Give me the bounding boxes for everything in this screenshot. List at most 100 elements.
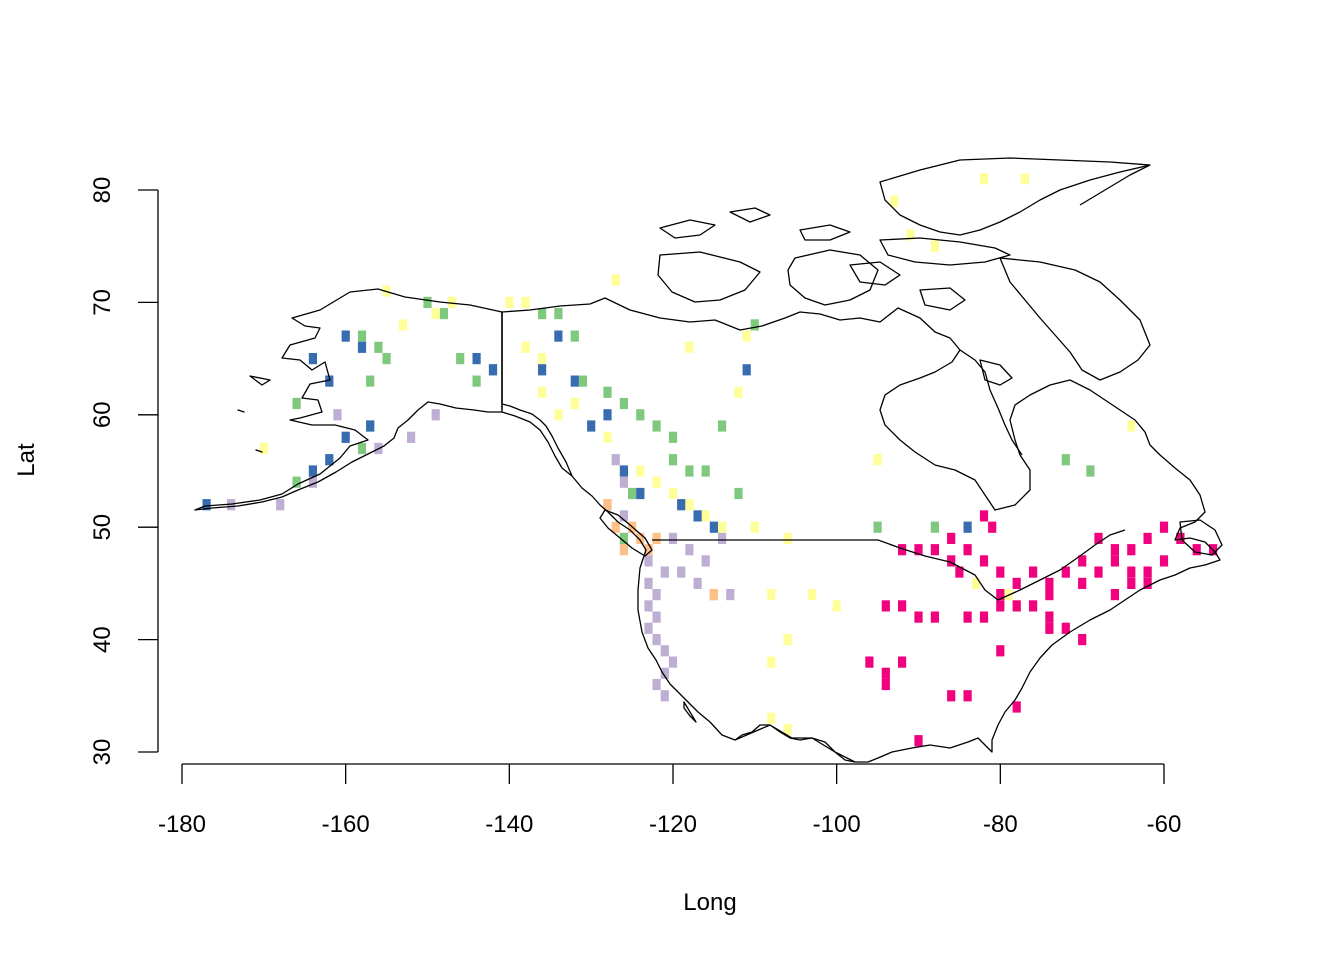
us-mexico-border xyxy=(734,724,856,763)
data-cell-s1-29 xyxy=(668,656,678,668)
data-cell-s3-43 xyxy=(611,274,620,286)
data-cell-s1-17 xyxy=(660,566,669,578)
x-tick-label-2: -140 xyxy=(485,811,533,838)
data-cell-s5-15 xyxy=(1159,521,1169,533)
data-cell-s5-9 xyxy=(1061,566,1070,578)
data-cell-s1-12 xyxy=(668,532,678,544)
data-cell-s0-26 xyxy=(1061,454,1070,466)
data-cell-s4-0 xyxy=(202,499,211,511)
x-tick-labels: -180 -160 -140 -120 -100 -80 -60 xyxy=(158,811,1181,838)
data-cell-s0-34 xyxy=(357,442,367,455)
data-cell-s2-3 xyxy=(636,532,645,544)
arctic-island-small-2 xyxy=(729,207,771,223)
data-cell-s3-8 xyxy=(538,386,547,398)
data-cell-s5-40 xyxy=(996,645,1005,657)
data-cell-s0-5 xyxy=(423,296,432,308)
data-cells xyxy=(202,173,1218,747)
data-cell-s5-21 xyxy=(1127,577,1136,589)
data-cell-s3-19 xyxy=(718,521,727,533)
data-cell-s5-12 xyxy=(1110,555,1119,567)
x-tick-label-6: -60 xyxy=(1147,811,1182,838)
data-cell-s3-6 xyxy=(521,341,530,353)
data-cell-s3-36 xyxy=(979,173,989,185)
data-cell-s0-13 xyxy=(578,375,588,387)
data-cell-s1-2 xyxy=(276,499,285,511)
arctic-island-baffin xyxy=(999,257,1151,381)
data-cell-s5-29 xyxy=(1045,622,1054,634)
arctic-island-southampton xyxy=(979,359,1013,386)
data-cell-s5-8 xyxy=(1045,577,1054,589)
hudson-bay-coastline xyxy=(959,349,1023,456)
data-cell-s3-20 xyxy=(750,521,759,533)
data-cell-s1-13 xyxy=(685,544,694,556)
data-cell-s0-32 xyxy=(619,532,628,544)
data-cell-s4-8 xyxy=(325,375,334,387)
data-cell-s0-11 xyxy=(554,308,563,320)
data-cell-s3-15 xyxy=(652,476,661,488)
data-cell-s4-22 xyxy=(963,521,972,533)
data-cell-s3-12 xyxy=(603,431,612,443)
data-cell-s5-3 xyxy=(963,544,972,556)
y-tick-label-0: 30 xyxy=(89,739,116,766)
data-cell-s1-8 xyxy=(619,476,628,488)
arctic-island-victoria xyxy=(787,249,879,306)
data-cell-s4-14 xyxy=(587,420,596,432)
data-cell-s3-16 xyxy=(668,487,678,500)
data-cell-s3-9 xyxy=(554,409,563,421)
data-cell-s5-35 xyxy=(898,600,907,612)
vancouver-island-coastline xyxy=(599,509,653,557)
x-tick-label-1: -160 xyxy=(322,811,370,838)
data-cell-s5-45 xyxy=(881,667,890,679)
data-cell-s5-13 xyxy=(1127,544,1136,556)
arctic-island-devon xyxy=(879,237,1011,266)
data-cell-s1-22 xyxy=(644,577,653,589)
data-cell-s5-51 xyxy=(955,566,964,578)
data-cell-s1-18 xyxy=(677,566,686,578)
data-cell-s4-13 xyxy=(570,375,579,387)
data-cell-s0-14 xyxy=(603,386,612,398)
arctic-island-banks xyxy=(657,251,761,303)
map-outlines xyxy=(194,157,1223,763)
data-cell-s3-34 xyxy=(906,229,915,241)
data-cell-s4-7 xyxy=(308,353,317,365)
data-cell-s3-17 xyxy=(685,499,694,511)
data-cell-s3-14 xyxy=(636,465,645,477)
arctic-island-small-5 xyxy=(919,287,966,311)
data-cell-s0-35 xyxy=(292,397,301,410)
data-cell-s3-3 xyxy=(448,296,457,308)
data-cell-s3-30 xyxy=(685,341,694,353)
data-cell-s4-15 xyxy=(603,409,612,421)
data-cell-s5-50 xyxy=(947,555,956,567)
data-cell-s5-32 xyxy=(914,544,923,556)
data-cell-s3-10 xyxy=(570,397,579,410)
data-cell-s0-23 xyxy=(750,319,759,331)
data-cell-s3-28 xyxy=(783,723,792,736)
data-cell-s5-55 xyxy=(1143,577,1152,589)
data-cell-s4-21 xyxy=(742,364,751,376)
data-cell-s5-49 xyxy=(898,544,907,556)
data-cell-s0-22 xyxy=(734,487,743,500)
data-cell-s3-4 xyxy=(505,296,514,308)
data-cell-s1-23 xyxy=(652,589,661,601)
y-tick-label-2: 50 xyxy=(89,514,116,541)
data-cell-s1-27 xyxy=(652,634,661,646)
data-cell-s3-29 xyxy=(742,330,751,342)
data-cell-s3-23 xyxy=(808,589,817,601)
data-cell-s1-6 xyxy=(431,409,440,421)
data-cell-s3-39 xyxy=(971,577,980,589)
data-cell-s4-16 xyxy=(619,465,628,477)
data-cell-s1-24 xyxy=(644,600,653,612)
data-cell-s1-10 xyxy=(619,510,628,522)
data-cell-s5-48 xyxy=(914,735,923,747)
data-cell-s5-39 xyxy=(979,611,989,623)
data-cell-s1-25 xyxy=(652,611,661,623)
data-cell-s5-16 xyxy=(1176,532,1185,544)
data-cell-s3-5 xyxy=(521,296,530,308)
data-cell-s3-25 xyxy=(783,634,792,646)
data-cell-s5-34 xyxy=(881,600,890,612)
greenland-edge xyxy=(1079,164,1151,206)
newfoundland-coastline xyxy=(1179,519,1223,556)
data-cell-s1-1 xyxy=(308,476,317,488)
data-cell-s5-19 xyxy=(1078,577,1087,589)
